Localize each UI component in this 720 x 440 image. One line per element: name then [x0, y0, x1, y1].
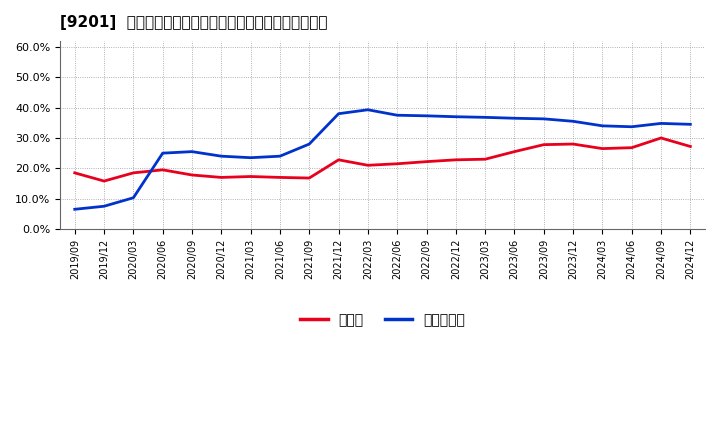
Legend: 現顔金, 有利子負債: 現顔金, 有利子負債 [294, 308, 471, 333]
Text: [9201]  現顔金、有利子負債の総資産に対する比率の推移: [9201] 現顔金、有利子負債の総資産に対する比率の推移 [60, 15, 328, 30]
